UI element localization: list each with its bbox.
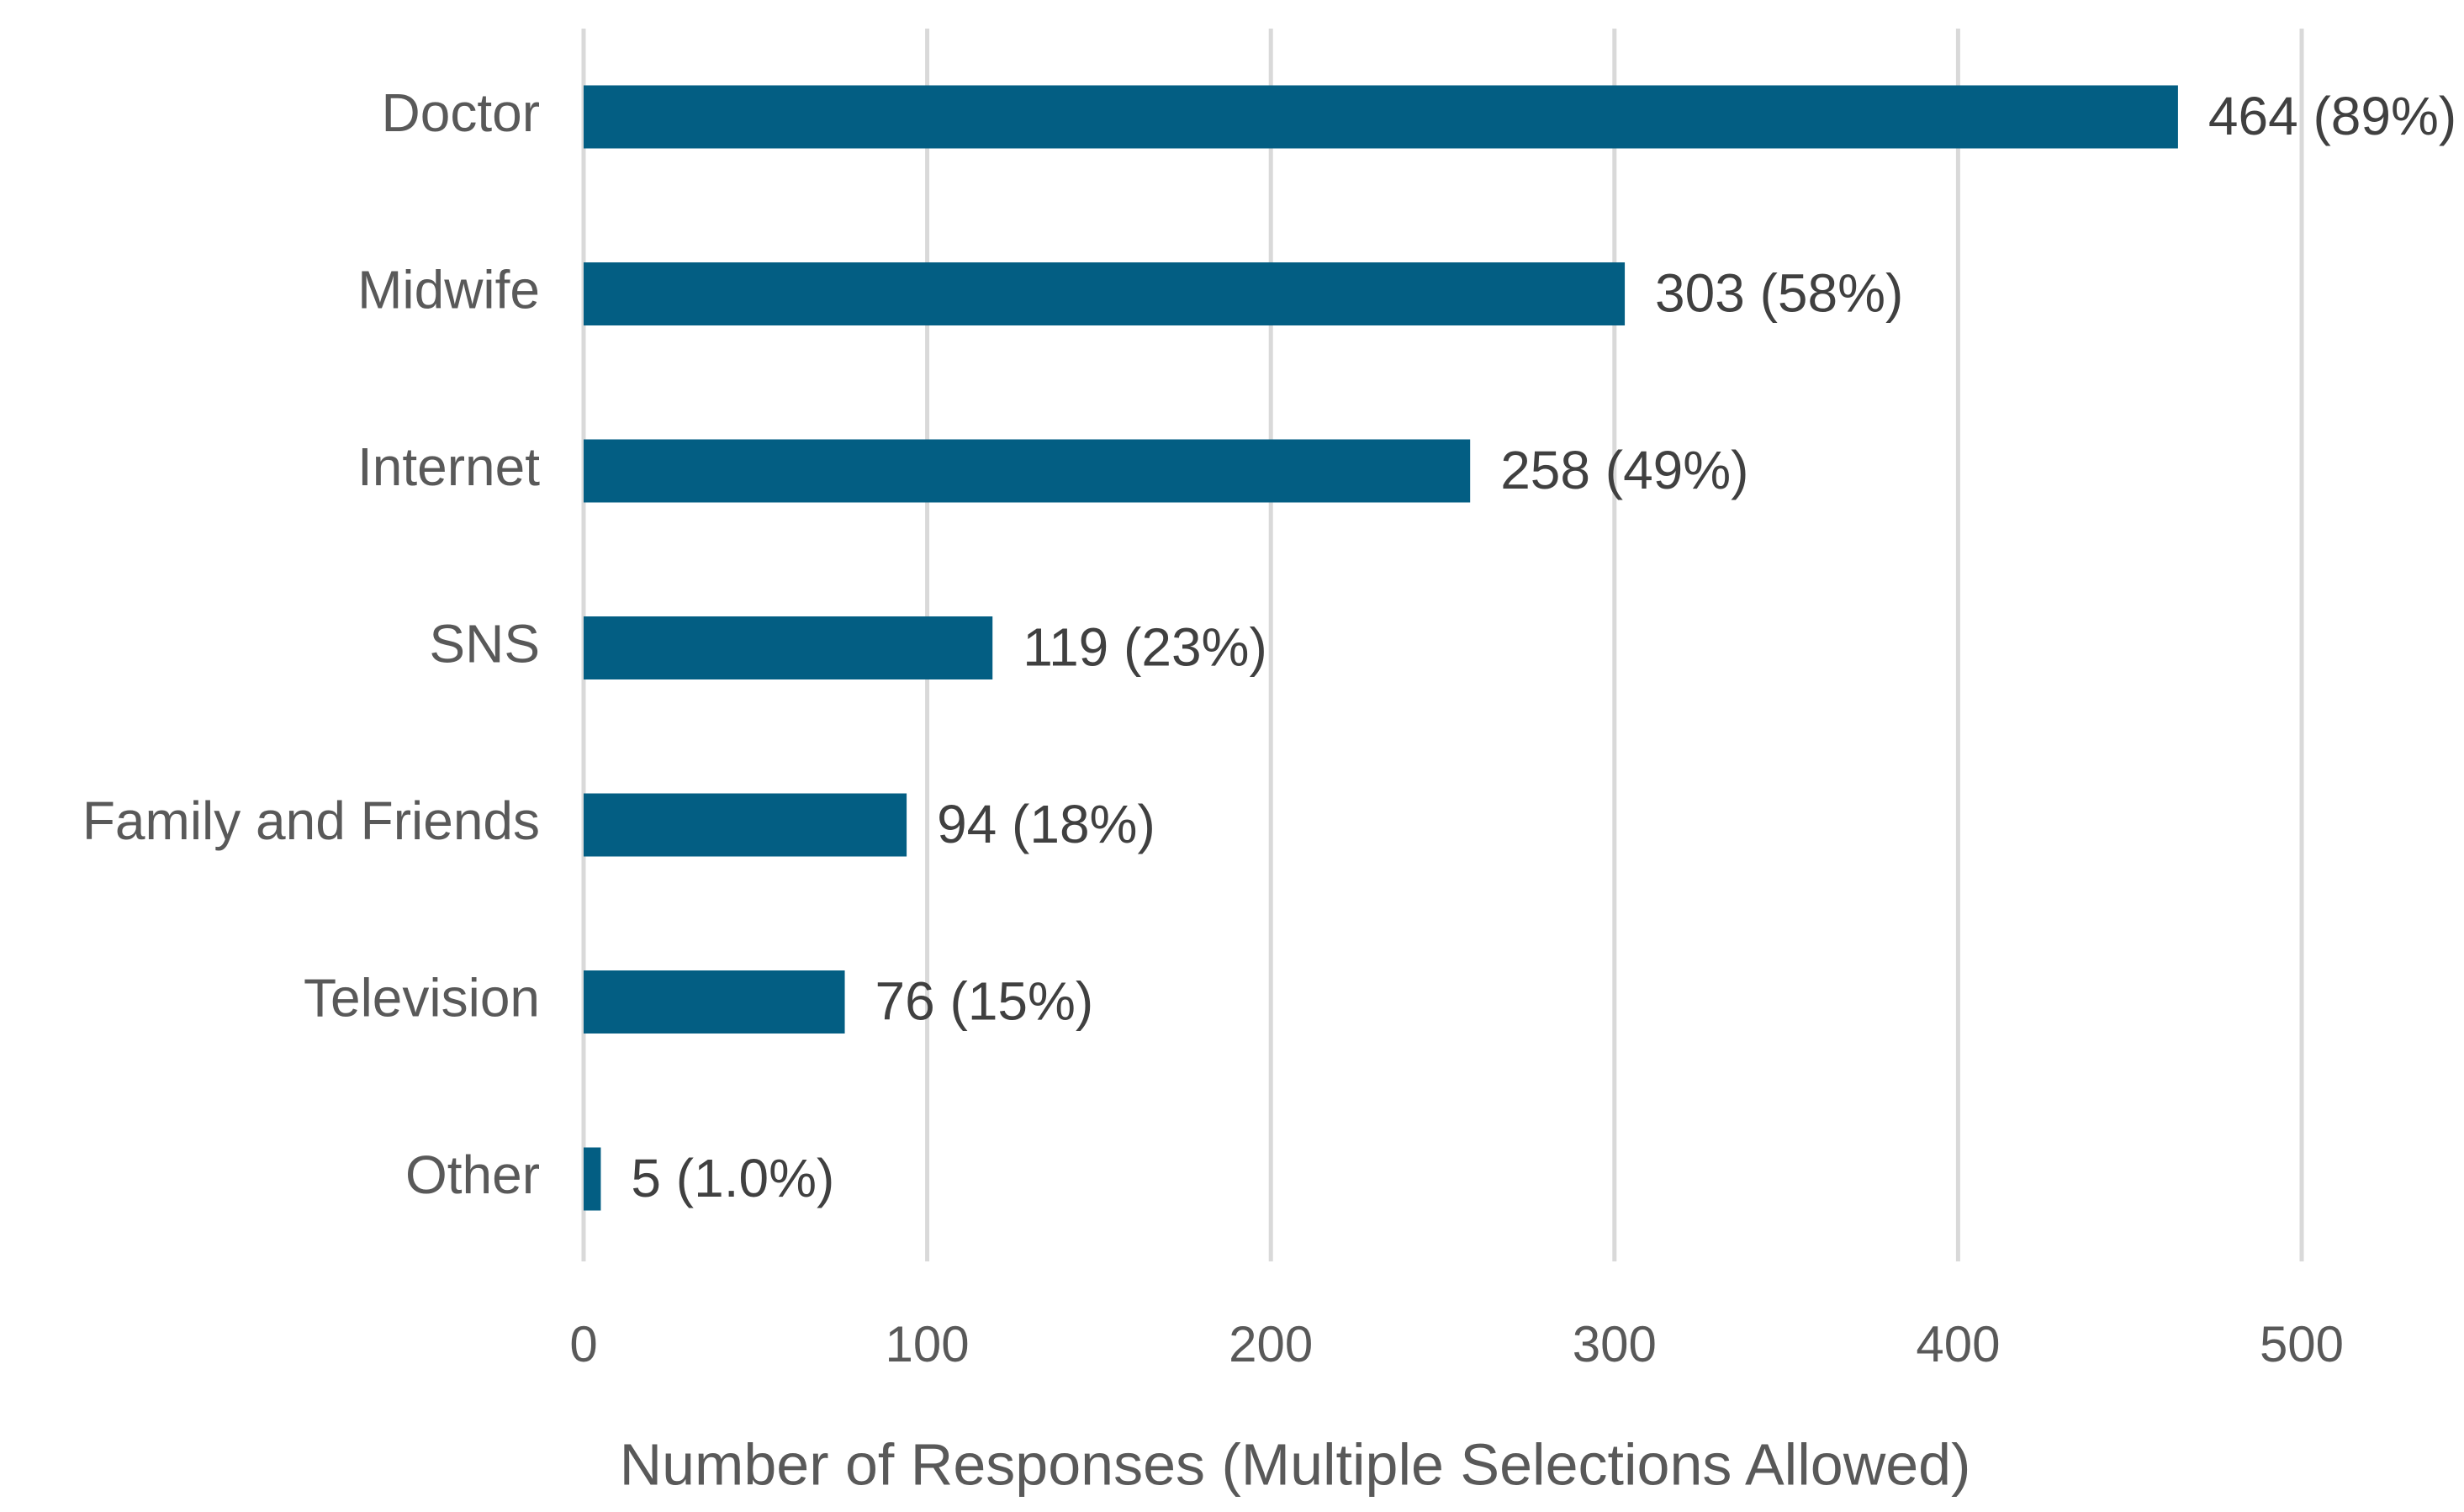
data-label: 303 (58%) xyxy=(1655,262,1903,323)
bar xyxy=(584,616,993,679)
data-label: 76 (15%) xyxy=(875,970,1094,1031)
data-label: 5 (1.0%) xyxy=(631,1148,834,1208)
bar xyxy=(584,262,1626,325)
x-tick-label: 100 xyxy=(886,1316,970,1372)
bar xyxy=(584,439,1471,503)
x-axis-title: Number of Responses (Multiple Selections… xyxy=(620,1431,1971,1497)
y-tick-label: Television xyxy=(304,967,540,1028)
y-tick-label: Midwife xyxy=(357,259,540,320)
y-tick-label: Doctor xyxy=(382,82,541,143)
x-tick-label: 300 xyxy=(1573,1316,1657,1372)
bar xyxy=(584,793,907,857)
x-tick-label: 500 xyxy=(2260,1316,2344,1372)
data-label: 258 (49%) xyxy=(1500,440,1748,500)
data-label: 94 (18%) xyxy=(937,794,1155,854)
bar xyxy=(584,1147,601,1211)
bar xyxy=(584,85,2178,149)
data-label: 119 (23%) xyxy=(1023,616,1267,677)
y-tick-label: Family and Friends xyxy=(82,790,540,851)
x-tick-label: 400 xyxy=(1916,1316,2000,1372)
y-tick-label: Internet xyxy=(357,436,540,497)
bar xyxy=(584,970,845,1034)
data-label: 464 (89%) xyxy=(2208,86,2456,146)
y-tick-label: Other xyxy=(405,1145,540,1205)
y-tick-label: SNS xyxy=(429,613,540,674)
x-tick-label: 200 xyxy=(1229,1316,1313,1372)
x-tick-label: 0 xyxy=(569,1316,597,1372)
